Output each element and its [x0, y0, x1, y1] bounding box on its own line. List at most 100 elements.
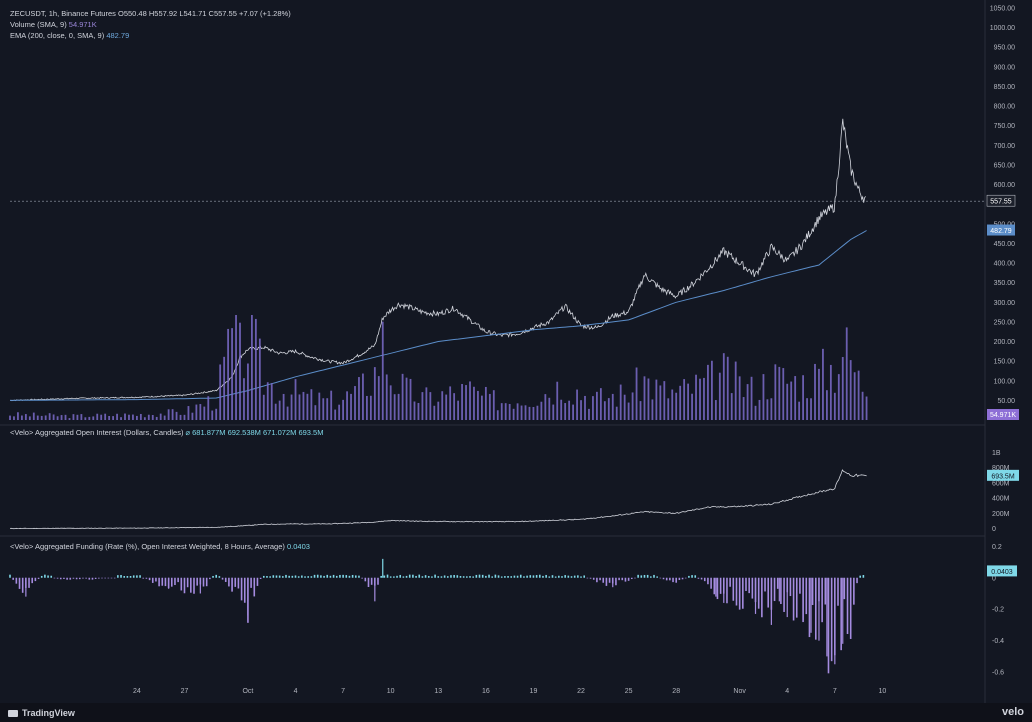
open-interest-pane: [9, 469, 867, 530]
funding-bar: [361, 577, 363, 579]
funding-bar: [485, 575, 487, 578]
funding-spike: [778, 577, 780, 602]
funding-bar: [15, 577, 18, 584]
funding-spike: [850, 577, 852, 633]
funding-bar: [697, 577, 700, 579]
volume-bar: [274, 403, 277, 420]
volume-bar: [211, 410, 214, 420]
funding-bar: [377, 577, 379, 585]
price-tick-label: 900.00: [994, 64, 1016, 71]
volume-bar: [239, 322, 241, 420]
funding-bar: [453, 574, 455, 578]
funding-bar: [136, 575, 138, 578]
volume-bar: [68, 418, 71, 420]
volume-bar: [17, 412, 19, 420]
funding-bar: [243, 577, 246, 603]
symbol-label[interactable]: ZECUSDT, 1h, Binance Futures: [10, 9, 116, 18]
tradingview-logo[interactable]: TradingView: [8, 708, 75, 718]
time-tick-label: 19: [530, 688, 538, 695]
volume-pane: [9, 315, 868, 420]
funding-bar: [427, 576, 430, 578]
volume-bar: [56, 416, 59, 420]
time-tick-label: 10: [879, 688, 887, 695]
funding-bar: [846, 577, 849, 634]
volume-bar: [707, 364, 709, 420]
funding-bar: [824, 577, 827, 605]
volume-bar: [580, 400, 582, 420]
volume-bar: [544, 394, 547, 420]
volume-bar: [171, 409, 174, 420]
funding-bar: [475, 574, 478, 578]
volume-bar: [354, 386, 356, 420]
funding-bar: [735, 577, 738, 606]
funding-bar: [497, 575, 500, 578]
ema-legend[interactable]: EMA (200, close, 0, SMA, 9) 482.79: [10, 30, 129, 41]
funding-bar: [278, 575, 281, 578]
volume-value: 54.971K: [68, 20, 97, 29]
volume-bar: [429, 392, 432, 420]
volume-legend[interactable]: Volume (SMA, 9) 54.971K: [10, 19, 97, 30]
funding-bar: [183, 577, 186, 594]
time-tick-label: 7: [833, 688, 837, 695]
funding-spike: [199, 577, 201, 594]
funding-bar: [269, 576, 271, 578]
funding-bar: [799, 577, 801, 594]
funding-bar: [643, 574, 646, 578]
oi-tick-label: 800M: [992, 465, 1010, 472]
volume-bar: [588, 408, 590, 420]
funding-bar: [307, 576, 310, 578]
volume-label: Volume (SMA, 9): [10, 20, 67, 29]
funding-bar: [34, 577, 37, 582]
volume-bar: [750, 376, 753, 420]
volume-bar: [627, 402, 630, 420]
funding-bar: [624, 577, 627, 582]
volume-bar: [687, 383, 690, 420]
funding-bar: [434, 574, 436, 578]
funding-bar: [862, 575, 865, 578]
funding-bar: [59, 577, 62, 580]
funding-bar: [681, 577, 684, 580]
volume-bar: [159, 413, 162, 420]
volume-bar: [28, 416, 31, 420]
funding-spike: [723, 577, 725, 603]
funding-legend[interactable]: <Velo> Aggregated Funding (Rate (%), Ope…: [10, 541, 310, 552]
funding-bar: [370, 577, 373, 585]
funding-spike: [834, 577, 836, 665]
funding-bar: [316, 574, 319, 578]
funding-bar: [282, 576, 284, 578]
funding-bar: [129, 576, 132, 578]
time-tick-label: 28: [672, 688, 680, 695]
volume-bar: [647, 378, 650, 420]
funding-bar: [462, 576, 465, 578]
funding-bar: [599, 577, 601, 581]
funding-spike: [826, 577, 828, 657]
funding-bar: [380, 575, 382, 578]
funding-bar: [630, 577, 633, 580]
volume-bar: [362, 373, 364, 420]
funding-spike: [810, 577, 812, 633]
volume-bar: [504, 403, 507, 420]
funding-bar: [335, 575, 338, 578]
funding-bar: [240, 577, 243, 601]
funding-bar: [570, 576, 573, 578]
price-tick-label: 850.00: [994, 84, 1016, 91]
volume-bar: [794, 376, 797, 420]
funding-bar: [44, 574, 46, 578]
time-tick-label: 24: [133, 688, 141, 695]
volume-bar: [786, 383, 789, 420]
volume-bar: [80, 414, 83, 420]
volume-bar: [100, 414, 103, 420]
funding-bar: [688, 575, 690, 578]
volume-bar: [833, 392, 836, 420]
volume-bar: [710, 360, 713, 420]
volume-bar: [806, 398, 808, 420]
funding-bar: [151, 577, 154, 583]
volume-bar: [675, 392, 678, 420]
funding-bar: [665, 577, 668, 581]
volume-bar: [837, 374, 840, 420]
time-tick-label: 22: [577, 688, 585, 695]
volume-bar: [231, 328, 233, 420]
oi-legend[interactable]: <Velo> Aggregated Open Interest (Dollars…: [10, 427, 323, 438]
funding-bar: [180, 577, 183, 591]
oi-tick-label: 200M: [992, 511, 1010, 518]
